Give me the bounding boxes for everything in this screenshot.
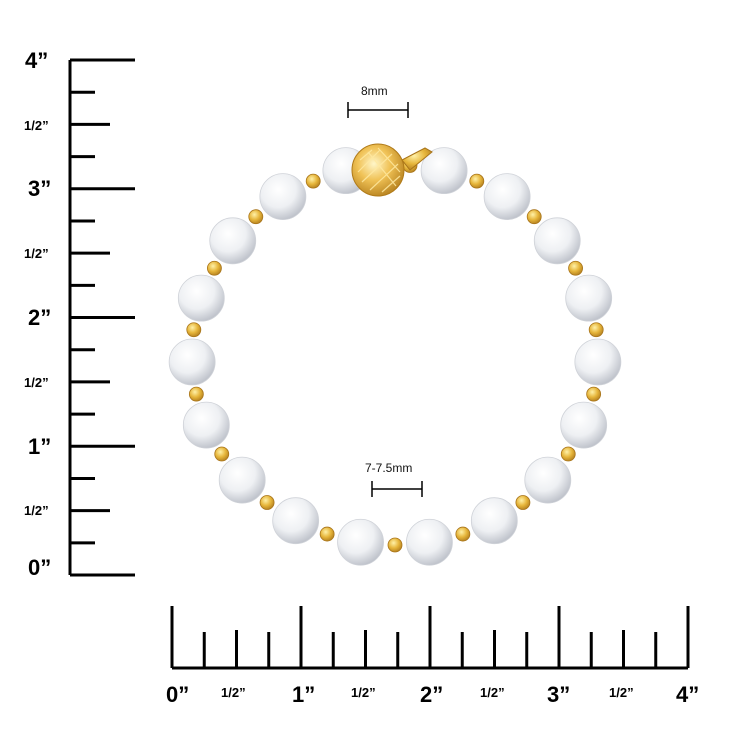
vertical-ruler-label: 1/2” [24,503,49,518]
pearl [406,518,453,566]
pearl [182,401,230,449]
gold-bead [586,386,602,402]
gold-bead [188,386,204,402]
vertical-ruler-label: 2” [28,305,51,330]
pearl [483,173,531,221]
horizontal-ruler-label: 4” [676,682,699,707]
gold-bead [214,446,230,462]
horizontal-ruler-label: 1/2” [609,685,634,700]
pearl [177,274,225,322]
gold-bead [515,495,531,510]
pearl [168,338,216,386]
clasp-dimension-label: 8mm [361,84,388,98]
horizontal-ruler-label: 0” [166,682,189,707]
horizontal-ruler-label: 1/2” [221,685,246,700]
gold-ball-clasp [351,143,433,197]
pearl [533,217,581,265]
gold-bead [588,322,604,338]
pearl [574,338,622,386]
gold-bead [248,209,264,225]
pearl-bracelet [168,143,622,566]
pearl [218,456,266,504]
gold-bead [186,322,202,338]
clasp-tongue [401,147,433,171]
horizontal-ruler-label: 1/2” [480,685,505,700]
vertical-ruler-label: 1” [28,434,51,459]
pearl [524,456,572,504]
vertical-ruler-label: 1/2” [24,375,49,390]
pearl [272,497,320,545]
gold-bead [319,526,335,542]
pearl [560,401,608,449]
vertical-ruler: 4” 1/2” 3” 1/2” 2” 1/2” 1” 1/2” 0” [24,48,135,580]
pearl [565,274,613,322]
horizontal-ruler-label: 2” [420,682,443,707]
horizontal-ruler-label: 1” [292,682,315,707]
vertical-ruler-label: 3” [28,176,51,201]
gold-bead [455,526,471,542]
gold-bead [469,173,485,189]
clasp-dimension-callout: 8mm [347,84,409,118]
gold-bead [207,260,222,276]
pearl [259,173,307,221]
vertical-ruler-label: 1/2” [24,246,49,261]
vertical-ruler-label: 1/2” [24,118,49,133]
vertical-ruler-label: 0” [28,555,51,580]
pearl [420,147,468,195]
pearl [209,217,257,265]
vertical-ruler-label: 4” [25,48,48,73]
pearl [337,518,384,566]
clasp-ball [351,143,405,197]
clasp-diamond-cut-pattern [357,147,401,193]
gold-bead [305,173,321,189]
pearl-dimension-label: 7-7.5mm [365,461,412,475]
gold-bead [259,495,275,510]
gold-bead [387,537,403,553]
gold-bead [568,260,583,276]
horizontal-ruler-label: 3” [547,682,570,707]
pearl [470,497,518,545]
gold-bead [560,446,576,462]
horizontal-ruler: 0” 1/2” 1” 1/2” 2” 1/2” 3” 1/2” 4” [166,606,699,707]
horizontal-ruler-label: 1/2” [351,685,376,700]
gold-bead [526,209,542,225]
pearl-dimension-callout: 7-7.5mm [365,461,423,497]
